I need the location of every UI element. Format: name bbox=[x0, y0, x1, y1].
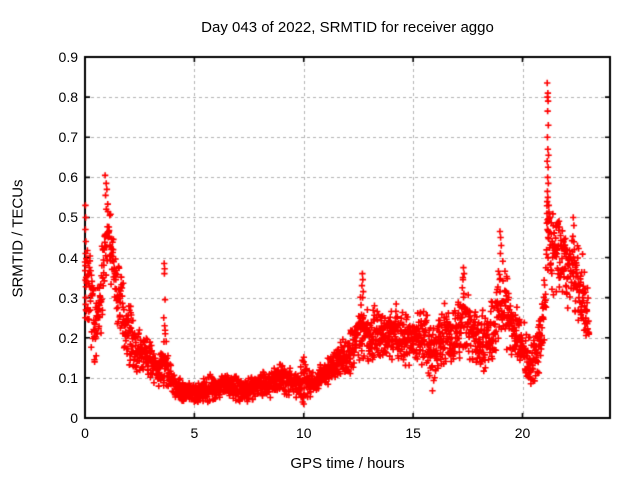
x-tick-label-20: 20 bbox=[514, 425, 531, 441]
y-tick-label-0.1: 0.1 bbox=[58, 369, 78, 386]
x-axis-title: GPS time / hours bbox=[290, 455, 405, 472]
x-tick-label-10: 10 bbox=[295, 425, 312, 441]
y-tick-label-0.7: 0.7 bbox=[58, 129, 78, 146]
y-tick-label-0.2: 0.2 bbox=[58, 329, 78, 346]
y-tick-label-0.4: 0.4 bbox=[58, 249, 78, 266]
x-tick-label-5: 5 bbox=[190, 425, 199, 441]
chart-title: Day 043 of 2022, SRMTID for receiver agg… bbox=[201, 19, 494, 36]
x-tick-label-0: 0 bbox=[81, 425, 89, 441]
y-tick-label-0.5: 0.5 bbox=[58, 209, 78, 226]
y-tick-label-0.8: 0.8 bbox=[58, 89, 78, 106]
x-tick-label-15: 15 bbox=[405, 425, 421, 441]
y-tick-label-0.6: 0.6 bbox=[58, 169, 78, 186]
y-axis-title: SRMTID / TECUs bbox=[9, 179, 27, 298]
y-tick-label-0: 0 bbox=[70, 410, 78, 426]
y-tick-label-0.9: 0.9 bbox=[58, 49, 78, 65]
y-tick-label-0.3: 0.3 bbox=[58, 289, 78, 306]
